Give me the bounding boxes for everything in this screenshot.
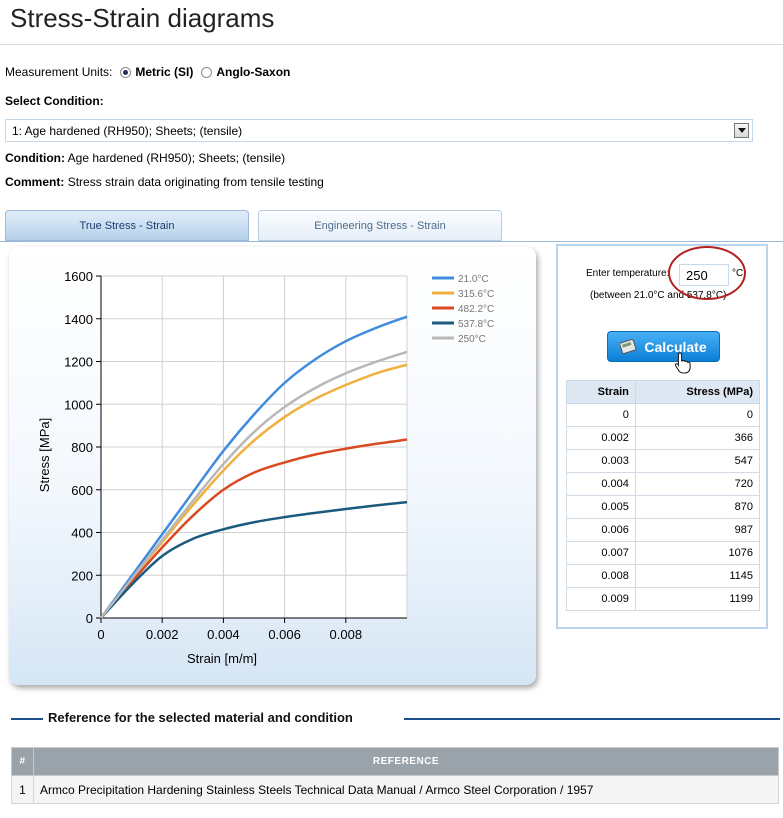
x-tick-label: 0.008 (330, 627, 363, 642)
metric-radio[interactable] (120, 66, 132, 78)
column-header-reference: REFERENCE (33, 747, 779, 776)
page-title: Stress-Strain diagrams (10, 3, 275, 33)
series-line (99, 315, 408, 619)
condition-select-value: 1: Age hardened (RH950); Sheets; (tensil… (12, 124, 243, 138)
measurement-units-label: Measurement Units: (5, 65, 113, 79)
cell-strain: 0.003 (566, 449, 636, 473)
cell-strain: 0.005 (566, 495, 636, 519)
temperature-unit: °C (732, 268, 744, 279)
column-header-number: # (11, 747, 34, 776)
cell-strain: 0 (566, 403, 636, 427)
title-divider (0, 44, 783, 45)
temperature-input[interactable] (679, 264, 729, 286)
table-row: 0.002 366 (566, 426, 761, 450)
table-row: 0.006 987 (566, 518, 761, 542)
reference-table: # REFERENCE 1 Armco Precipitation Harden… (11, 747, 779, 804)
y-tick-label: 0 (86, 611, 93, 626)
legend-label: 250°C (458, 334, 486, 345)
reference-rule-right (404, 718, 780, 720)
table-row: 0.005 870 (566, 495, 761, 519)
temperature-panel: Enter temperature: °C (between 21.0°C an… (556, 244, 768, 629)
cell-stress: 547 (634, 449, 761, 473)
hand-cursor-icon (674, 352, 691, 374)
y-tick-label: 600 (71, 483, 93, 498)
cell-strain: 0.007 (566, 541, 636, 565)
temperature-label: Enter temperature: (586, 268, 670, 279)
legend-label: 21.0°C (458, 274, 489, 285)
temperature-range-hint: (between 21.0°C and 537.8°C) (590, 290, 727, 301)
cell-stress: 0 (634, 403, 761, 427)
comment-label: Comment: (5, 175, 65, 189)
condition-select[interactable]: 1: Age hardened (RH950); Sheets; (tensil… (5, 119, 753, 142)
chart-panel: 0 200 400 600 800 1000 1200 1400 1600 0 0.002 0.004… (9, 247, 536, 685)
comment-value: Stress strain data originating from tens… (67, 175, 324, 189)
y-tick-label: 1400 (64, 312, 93, 327)
y-tick-label: 1600 (64, 269, 93, 284)
calculate-button[interactable]: Calculate (607, 331, 720, 362)
measurement-units-row: Measurement Units: Metric (SI) Anglo-Sax… (5, 65, 298, 79)
table-row: 0.009 1199 (566, 587, 761, 611)
condition-value: Age hardened (RH950); Sheets; (tensile) (67, 151, 286, 165)
cell-strain: 0.009 (566, 587, 636, 611)
table-row: 0.003 547 (566, 449, 761, 473)
legend-label: 482.2°C (458, 304, 494, 315)
reference-rule-left (11, 718, 43, 720)
table-row: 0.007 1076 (566, 541, 761, 565)
cell-stress: 366 (634, 426, 761, 450)
condition-line: Condition: Age hardened (RH950); Sheets;… (5, 151, 285, 165)
column-header-stress: Stress (MPa) (634, 380, 761, 404)
cell-stress: 1145 (634, 564, 761, 588)
cell-stress: 720 (634, 472, 761, 496)
cell-strain: 0.006 (566, 518, 636, 542)
table-row: 1 Armco Precipitation Hardening Stainles… (11, 775, 779, 804)
anglo-saxon-radio[interactable] (201, 66, 213, 78)
metric-radio-label[interactable]: Metric (SI) (135, 65, 194, 79)
calculator-icon (620, 338, 637, 354)
cell-strain: 0.004 (566, 472, 636, 496)
series-line (100, 438, 408, 619)
x-tick-label: 0.002 (146, 627, 179, 642)
series-line (100, 500, 408, 619)
legend-label: 537.8°C (458, 319, 494, 330)
cell-stress: 987 (634, 518, 761, 542)
series-line (100, 350, 408, 619)
stress-strain-chart: 0 200 400 600 800 1000 1200 1400 1600 0 0.002 0.004… (37, 269, 494, 666)
anglo-saxon-radio-label[interactable]: Anglo-Saxon (216, 65, 291, 79)
table-row: 0.004 720 (566, 472, 761, 496)
table-header-row: Strain Stress (MPa) (566, 380, 761, 404)
cell-stress: 1076 (634, 541, 761, 565)
table-row: 0.008 1145 (566, 564, 761, 588)
y-axis-label: Stress [MPa] (37, 418, 52, 492)
condition-label: Condition: (5, 151, 65, 165)
tab-true-stress-strain[interactable]: True Stress - Strain (5, 210, 249, 241)
x-tick-label: 0.004 (207, 627, 240, 642)
reference-text: Armco Precipitation Hardening Stainless … (33, 775, 779, 804)
tab-divider (0, 241, 783, 242)
cell-stress: 1199 (634, 587, 761, 611)
comment-line: Comment: Stress strain data originating … (5, 175, 324, 189)
legend-label: 315.6°C (458, 289, 494, 300)
reference-number: 1 (11, 775, 34, 804)
x-tick-label: 0 (97, 627, 104, 642)
column-header-strain: Strain (566, 380, 636, 404)
y-tick-label: 1000 (64, 397, 93, 412)
reference-heading: Reference for the selected material and … (48, 710, 353, 725)
x-tick-label: 0.006 (268, 627, 301, 642)
y-tick-label: 200 (71, 568, 93, 583)
x-axis-label: Strain [m/m] (187, 651, 257, 666)
select-condition-label: Select Condition: (5, 94, 104, 108)
table-header-row: # REFERENCE (11, 747, 779, 776)
y-tick-label: 800 (71, 440, 93, 455)
cell-strain: 0.002 (566, 426, 636, 450)
cell-stress: 870 (634, 495, 761, 519)
y-tick-label: 400 (71, 526, 93, 541)
calculate-button-label: Calculate (644, 338, 707, 355)
tab-engineering-stress-strain[interactable]: Engineering Stress - Strain (258, 210, 502, 241)
cell-strain: 0.008 (566, 564, 636, 588)
dropdown-arrow-icon[interactable] (734, 123, 749, 138)
y-tick-label: 1200 (64, 355, 93, 370)
